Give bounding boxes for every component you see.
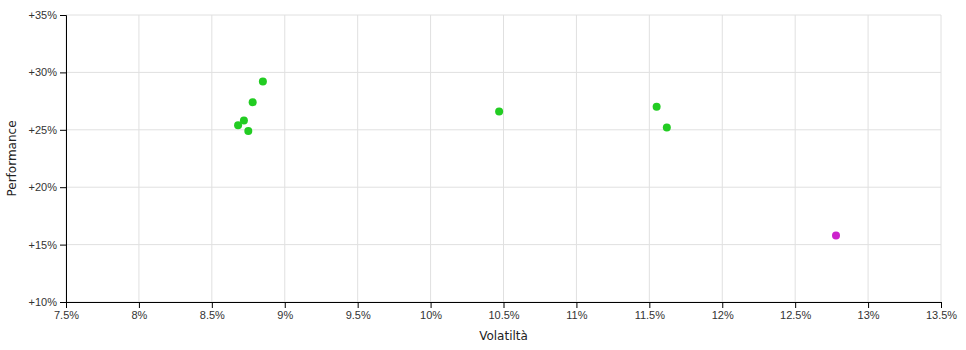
y-grid-line — [66, 72, 941, 73]
x-grid-line — [430, 15, 431, 302]
x-grid-line — [284, 15, 285, 302]
point — [259, 78, 267, 86]
x-axis: 7.5% 8% 8.5% 9% 9.5% 10% 10.5% 11% 11.5% 12% 12.5%… — [54, 302, 957, 321]
point — [832, 231, 840, 239]
x-tick-mark — [358, 302, 359, 308]
x-tick: 9% — [277, 302, 293, 321]
y-tick-label: +35% — [29, 9, 58, 21]
plot: 7.5% 8% 8.5% 9% 9.5% 10% 10.5% 11% 11.5% 12% 12.5%… — [29, 9, 958, 321]
series — [832, 231, 840, 239]
y-grid-line — [66, 129, 941, 130]
points — [234, 78, 840, 240]
x-grid-line — [868, 15, 869, 302]
x-tick-label: 10% — [420, 309, 442, 321]
x-grid-line — [795, 15, 796, 302]
y-axis: +10% +15% +20% +25% +30% +35% — [29, 9, 67, 308]
grid — [66, 15, 941, 302]
y-tick-label: +30% — [29, 66, 58, 78]
x-tick: 13.5% — [926, 302, 957, 321]
x-tick-mark — [504, 302, 505, 308]
point — [495, 107, 503, 115]
chart: 7.5% 8% 8.5% 9% 9.5% 10% 10.5% 11% 11.5% 12% 12.5%… — [0, 0, 966, 350]
y-tick-mark — [60, 302, 66, 303]
x-tick: 11% — [566, 302, 587, 321]
x-tick-label: 10.5% — [488, 309, 519, 321]
x-tick: 8.5% — [200, 302, 225, 321]
y-tick: +15% — [29, 239, 66, 251]
x-tick-mark — [431, 302, 432, 308]
x-tick-mark — [649, 302, 650, 308]
series — [234, 78, 671, 135]
y-tick-mark — [60, 187, 66, 188]
x-tick-label: 13% — [858, 309, 880, 321]
x-tick-label: 12% — [712, 309, 734, 321]
x-grid-line — [722, 15, 723, 302]
x-tick-mark — [795, 302, 796, 308]
y-tick: +10% — [29, 296, 66, 308]
x-tick: 10.5% — [488, 302, 519, 321]
x-tick: 13% — [858, 302, 880, 321]
x-tick-label: 11.5% — [635, 309, 666, 321]
x-tick-label: 12.5% — [780, 309, 811, 321]
x-tick: 10% — [420, 302, 442, 321]
x-tick-mark — [722, 302, 723, 308]
x-tick-mark — [212, 302, 213, 308]
x-grid-line — [576, 15, 577, 302]
y-tick: +30% — [29, 66, 66, 78]
point — [244, 127, 252, 135]
x-tick-label: 9.5% — [346, 309, 371, 321]
y-tick-mark — [60, 245, 66, 246]
y-tick-label: +15% — [29, 239, 58, 251]
y-tick-label: +20% — [29, 181, 58, 193]
x-tick-mark — [941, 302, 942, 308]
x-tick: 9.5% — [346, 302, 371, 321]
x-grid-line — [357, 15, 358, 302]
y-grid-line — [66, 15, 941, 16]
y-tick-label: +10% — [29, 296, 58, 308]
y-axis-title: Performance — [5, 120, 19, 196]
y-tick-label: +25% — [29, 124, 58, 136]
y-axis-line — [60, 16, 67, 303]
point — [249, 98, 257, 106]
y-tick-mark — [60, 130, 66, 131]
point — [663, 124, 671, 132]
x-tick-label: 11% — [566, 309, 587, 321]
x-grid-line — [649, 15, 650, 302]
x-tick: 7.5% — [54, 302, 79, 321]
x-grid-line — [503, 15, 504, 302]
x-tick-label: 8% — [131, 309, 147, 321]
x-tick: 12% — [712, 302, 734, 321]
x-tick-label: 8.5% — [200, 309, 225, 321]
x-tick: 11.5% — [635, 302, 666, 321]
y-tick: +25% — [29, 124, 66, 136]
y-grid-line — [66, 187, 941, 188]
x-axis-line — [67, 303, 942, 309]
x-tick-label: 7.5% — [54, 309, 79, 321]
x-grid-line — [941, 15, 942, 302]
x-tick-mark — [139, 302, 140, 308]
x-grid-line — [138, 15, 139, 302]
y-tick-mark — [60, 72, 66, 73]
x-tick: 8% — [131, 302, 147, 321]
y-tick-mark — [60, 15, 66, 16]
x-grid-line — [211, 15, 212, 302]
x-tick: 12.5% — [780, 302, 811, 321]
x-tick-mark — [576, 302, 577, 308]
y-tick: +35% — [29, 9, 66, 21]
y-tick: +20% — [29, 181, 66, 193]
x-tick-mark — [285, 302, 286, 308]
x-tick-label: 9% — [277, 309, 293, 321]
point — [653, 103, 661, 111]
x-tick-label: 13.5% — [926, 309, 957, 321]
x-tick-mark — [868, 302, 869, 308]
y-grid-line — [66, 244, 941, 245]
x-axis-title: Volatiltà — [479, 329, 528, 343]
point — [234, 121, 242, 129]
